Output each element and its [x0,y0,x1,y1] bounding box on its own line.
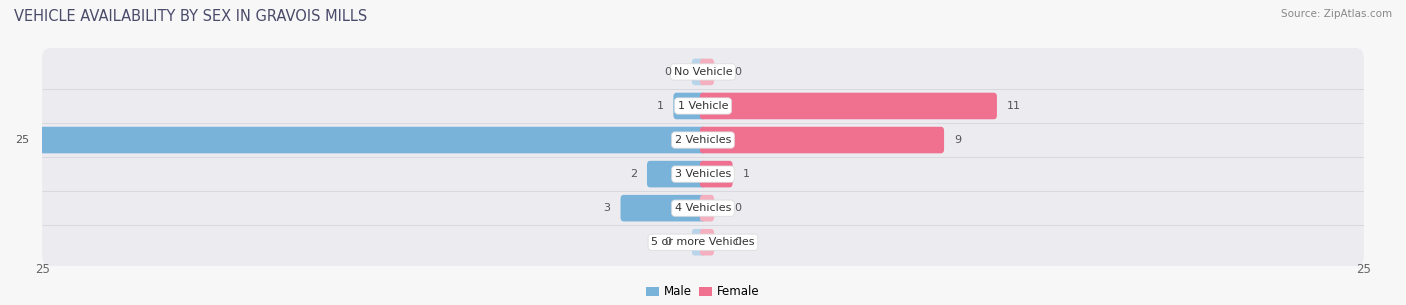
FancyBboxPatch shape [647,161,706,187]
Text: 1 Vehicle: 1 Vehicle [678,101,728,111]
Text: No Vehicle: No Vehicle [673,67,733,77]
Text: 3 Vehicles: 3 Vehicles [675,169,731,179]
Text: 4 Vehicles: 4 Vehicles [675,203,731,213]
FancyBboxPatch shape [42,218,1364,266]
Text: 0: 0 [735,67,742,77]
Text: 9: 9 [955,135,962,145]
Text: Source: ZipAtlas.com: Source: ZipAtlas.com [1281,9,1392,19]
FancyBboxPatch shape [700,127,943,153]
Text: 0: 0 [735,203,742,213]
Legend: Male, Female: Male, Female [647,285,759,298]
FancyBboxPatch shape [700,93,997,119]
FancyBboxPatch shape [39,127,706,153]
FancyBboxPatch shape [692,59,706,85]
FancyBboxPatch shape [700,161,733,187]
Text: 1: 1 [742,169,749,179]
FancyBboxPatch shape [692,229,706,256]
FancyBboxPatch shape [42,82,1364,130]
Text: 2: 2 [630,169,637,179]
Text: 5 or more Vehicles: 5 or more Vehicles [651,237,755,247]
FancyBboxPatch shape [42,184,1364,232]
Text: VEHICLE AVAILABILITY BY SEX IN GRAVOIS MILLS: VEHICLE AVAILABILITY BY SEX IN GRAVOIS M… [14,9,367,24]
Text: 0: 0 [664,67,671,77]
Text: 2 Vehicles: 2 Vehicles [675,135,731,145]
FancyBboxPatch shape [42,116,1364,164]
FancyBboxPatch shape [700,229,714,256]
FancyBboxPatch shape [42,150,1364,198]
FancyBboxPatch shape [700,59,714,85]
Text: 1: 1 [657,101,664,111]
FancyBboxPatch shape [700,195,714,221]
Text: 0: 0 [735,237,742,247]
Text: 3: 3 [603,203,610,213]
Text: 11: 11 [1007,101,1021,111]
Text: 25: 25 [15,135,30,145]
FancyBboxPatch shape [620,195,706,221]
Text: 0: 0 [664,237,671,247]
FancyBboxPatch shape [42,48,1364,96]
FancyBboxPatch shape [673,93,706,119]
